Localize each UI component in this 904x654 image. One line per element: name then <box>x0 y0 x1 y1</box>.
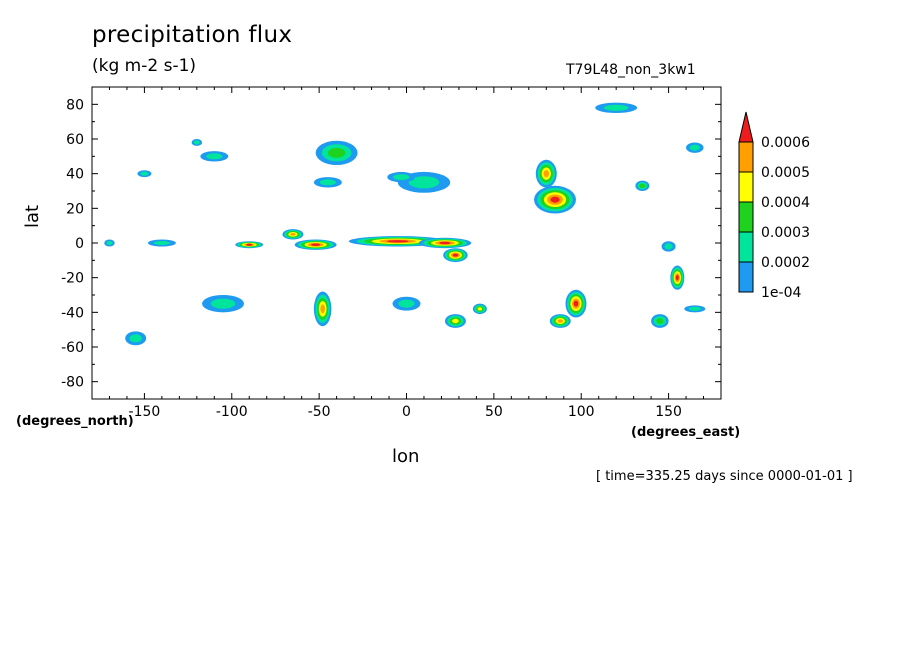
x-tick-label: 50 <box>485 404 503 420</box>
precip-contour-s-pacific-tail-1 <box>210 298 236 309</box>
precip-contour-s-indian-west-4 <box>557 319 563 323</box>
precip-contour-itcz-w-atlantic-5 <box>311 243 321 246</box>
x-tick-label: 100 <box>568 404 595 420</box>
colorbar-top-triangle <box>738 111 754 143</box>
precip-contour-mediterranean-1 <box>408 176 440 189</box>
colorbar-segment <box>738 171 754 203</box>
x-tick-label: -150 <box>129 404 161 420</box>
precip-contour-n-pacific-west-2 <box>639 183 646 188</box>
precip-contour-s-atlantic-mid-1 <box>398 299 415 308</box>
precip-contour-n-atlantic-storm-2 <box>327 147 346 158</box>
precip-contour-itcz-atlantic-5 <box>387 240 409 243</box>
colorbar-segment <box>738 261 754 293</box>
y-tick-label: -40 <box>61 305 84 321</box>
precip-contour-itcz-w-pacific-1 <box>153 240 171 246</box>
colorbar-segment <box>738 201 754 233</box>
precip-contour-s-africa-east-3 <box>477 307 483 311</box>
x-tick-label: 150 <box>655 404 682 420</box>
colorbar-segment <box>738 141 754 173</box>
x-tick-label: -100 <box>216 404 248 420</box>
y-tick-label: -60 <box>61 340 84 356</box>
precip-contour-s-africa-3 <box>452 318 459 324</box>
x-tick-label: 0 <box>402 404 411 420</box>
precip-contour-s-pacific-spcz-5 <box>675 275 679 281</box>
y-tick-label: 80 <box>66 97 84 113</box>
precip-contour-s-pacific-east-1 <box>129 334 142 343</box>
y-tick-label: 20 <box>66 201 84 217</box>
y-tick-label: 40 <box>66 167 84 183</box>
x-unit-note: (degrees_east) <box>631 425 741 440</box>
colorbar-label: 1e-04 <box>761 285 801 301</box>
precip-contour-itcz-e-pacific-5 <box>246 243 253 246</box>
precip-contour-s-indian-ocean-5 <box>573 300 579 307</box>
chart-units: (kg m-2 s-1) <box>92 56 197 76</box>
chart-title: precipitation flux <box>92 22 293 48</box>
y-tick-label: 60 <box>66 132 84 148</box>
precip-contour-congo-south-5 <box>452 253 459 257</box>
precip-contour-arctic-east-1 <box>603 104 629 111</box>
precip-contour-se-asia-band-4 <box>543 170 549 178</box>
precip-contour-itcz-africa-5 <box>439 241 451 245</box>
precip-contour-indonesia-1 <box>664 243 673 250</box>
y-tick-label: 0 <box>75 236 84 252</box>
time-label: [ time=335.25 days since 0000-01-01 ] <box>596 469 853 484</box>
precip-field <box>104 102 706 346</box>
precip-contour-amazon-north-4 <box>290 232 296 236</box>
x-axis-label: lon <box>392 446 420 467</box>
precip-contour-itcz-far-west-1 <box>106 240 113 246</box>
precip-contour-w-pacific-band-1 <box>689 144 700 151</box>
precip-contour-n-pacific-ne-b-1 <box>193 140 200 145</box>
colorbar-label: 0.0003 <box>761 225 810 241</box>
precip-contour-med-east-1 <box>393 174 410 181</box>
precip-contour-s-atlantic-band-4 <box>320 304 325 314</box>
colorbar-label: 0.0006 <box>761 135 810 151</box>
colorbar-label: 0.0002 <box>761 255 810 271</box>
precip-contour-n-pacific-east-1 <box>140 171 149 176</box>
colorbar-label: 0.0004 <box>761 195 810 211</box>
precip-contour-n-pacific-northeast-1 <box>206 153 223 160</box>
run-label: T79L48_non_3kw1 <box>566 62 696 78</box>
y-tick-label: -20 <box>61 271 84 287</box>
y-unit-note: (degrees_north) <box>16 414 134 429</box>
y-tick-label: -80 <box>61 375 84 391</box>
precip-contour-s-indian-far-2 <box>656 318 664 324</box>
x-tick-label: -50 <box>308 404 331 420</box>
precip-contour-n-atlantic-tail-1 <box>319 179 337 186</box>
colorbar-segment <box>738 231 754 263</box>
precip-contour-e-pacific-south-1 <box>688 306 701 311</box>
precip-contour-india-bay-5 <box>550 196 560 203</box>
colorbar-label: 0.0005 <box>761 165 810 181</box>
